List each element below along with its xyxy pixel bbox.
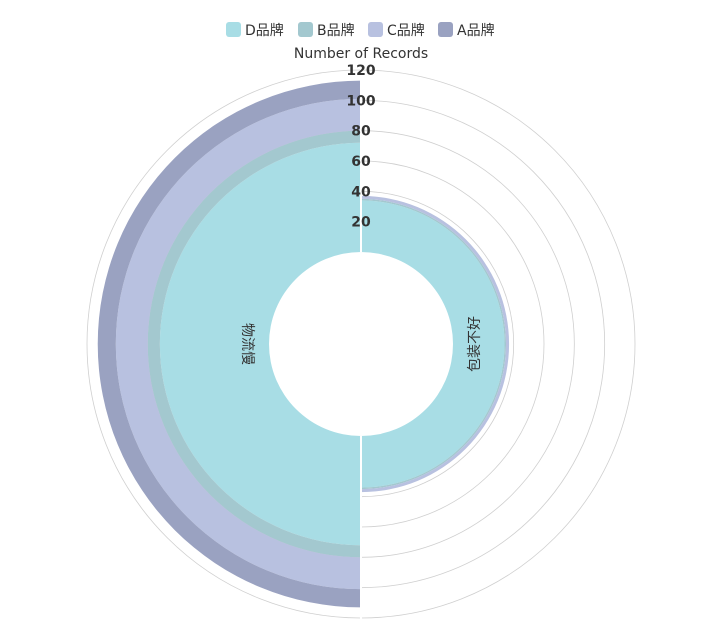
tick-label: 60 bbox=[351, 154, 371, 170]
legend-label: A品牌 bbox=[457, 22, 495, 39]
legend-item[interactable]: C品牌 bbox=[368, 22, 425, 39]
legend-label: D品牌 bbox=[245, 22, 284, 39]
legend-swatch bbox=[298, 22, 313, 37]
bar-segment[interactable] bbox=[115, 98, 361, 590]
legend-label: B品牌 bbox=[317, 22, 355, 39]
legend-label: C品牌 bbox=[387, 22, 425, 39]
radial-axis-title: Number of Records bbox=[294, 46, 428, 62]
legend-swatch bbox=[368, 22, 383, 37]
legend-swatch bbox=[226, 22, 241, 37]
bar-segment[interactable] bbox=[159, 142, 361, 546]
category-label: 包装不好 bbox=[467, 316, 483, 372]
tick-label: 40 bbox=[351, 184, 371, 200]
radial-tick-labels: 20 40 60 80 100 120 bbox=[346, 63, 375, 231]
tick-label: 80 bbox=[351, 124, 371, 140]
legend-item[interactable]: A品牌 bbox=[438, 22, 495, 39]
tick-label: 120 bbox=[346, 63, 375, 79]
tick-label: 100 bbox=[346, 93, 375, 109]
legend-item[interactable]: B品牌 bbox=[298, 22, 355, 39]
category-labels: 物流慢 包装不好 bbox=[239, 316, 483, 372]
category-label: 物流慢 bbox=[239, 323, 256, 365]
bars bbox=[97, 80, 510, 608]
tick-label: 20 bbox=[351, 215, 371, 231]
legend-item[interactable]: D品牌 bbox=[226, 22, 284, 39]
legend: D品牌 B品牌 C品牌 A品牌 bbox=[226, 22, 495, 39]
bar-segment[interactable] bbox=[361, 200, 505, 488]
legend-swatch bbox=[438, 22, 453, 37]
